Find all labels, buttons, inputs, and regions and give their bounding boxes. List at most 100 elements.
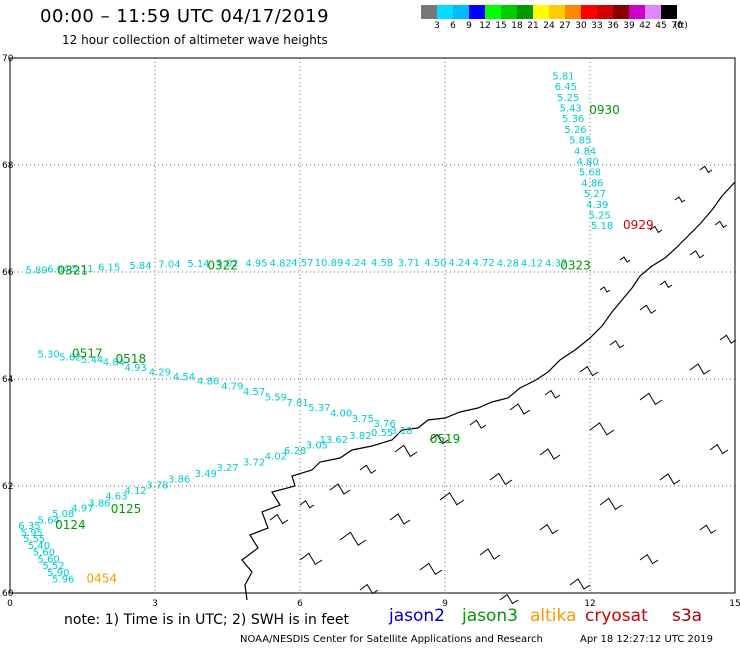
y-tick-label: 64 — [2, 375, 14, 385]
wave-height-value: 3.49 — [195, 469, 217, 480]
island-outline — [659, 473, 681, 485]
island-outline — [359, 464, 377, 474]
wave-height-value: 3.72 — [243, 458, 265, 469]
wave-height-value: 4.24 — [344, 258, 366, 269]
island-outline — [639, 392, 663, 406]
colorbar-bin-42 — [629, 5, 645, 19]
colorbar-label: 36 — [607, 21, 619, 31]
page-subtitle: 12 hour collection of altimeter wave hei… — [62, 33, 328, 47]
wave-height-value: 4.80 — [576, 157, 598, 168]
wave-height-value: 5.26 — [564, 125, 586, 136]
island-outline — [569, 578, 591, 590]
wave-height-value: 4.00 — [330, 408, 352, 419]
pass-time-label: 0322 — [207, 258, 238, 272]
colorbar-label: 33 — [591, 21, 603, 31]
wave-height-value: 5.60 — [33, 548, 55, 559]
colorbar-label: 3 — [434, 21, 440, 31]
island-outline — [714, 220, 728, 229]
x-tick-label: 6 — [297, 599, 303, 609]
wave-height-value: 4.93 — [125, 363, 147, 374]
wave-height-value: 6.28 — [284, 446, 306, 457]
pass-time-label: 0930 — [589, 103, 620, 117]
island-outline — [339, 531, 367, 546]
credit-line: NOAA/NESDIS Center for Satellite Applica… — [240, 634, 543, 645]
wave-height-value: 7.81 — [286, 398, 308, 409]
wave-height-value: 3.71 — [398, 258, 420, 269]
colorbar-label: 45 — [655, 21, 667, 31]
wave-height-value: 5.30 — [38, 350, 60, 361]
island-outline — [329, 483, 351, 495]
wave-height-value: 5.52 — [42, 561, 64, 572]
island-outline — [359, 583, 379, 595]
island-outline — [599, 286, 611, 293]
colorbar-label: 21 — [527, 21, 539, 31]
island-outline — [419, 562, 443, 576]
colorbar-unit: (ft) — [674, 21, 688, 31]
wave-height-value: 5.14 — [187, 259, 209, 270]
wave-height-value: 4.28 — [497, 259, 519, 270]
wave-height-value: 3.76 — [373, 419, 395, 430]
wave-height-value: 4.12 — [125, 486, 147, 497]
island-outline — [659, 280, 673, 289]
wave-height-value: 4.50 — [424, 258, 446, 269]
island-outline — [639, 553, 659, 565]
wave-height-value: 4.02 — [265, 451, 287, 462]
colorbar-label: 15 — [495, 21, 507, 31]
wave-height-value: 6.45 — [555, 82, 577, 93]
wave-height-value: 4.24 — [448, 258, 470, 269]
pass-time-label: 0124 — [55, 518, 86, 532]
wave-height-value: 5.02 — [216, 259, 238, 270]
wave-height-value: 5.18 — [591, 221, 613, 232]
y-tick-label: 68 — [2, 161, 14, 171]
wave-height-value: 3.75 — [352, 414, 374, 425]
colorbar-label: 70 — [671, 21, 683, 31]
island-outline — [439, 492, 465, 506]
island-outline — [429, 433, 449, 445]
y-tick-label: 66 — [2, 268, 14, 278]
island-outline — [539, 523, 559, 535]
island-outline — [499, 593, 519, 605]
pass-time-label: 0519 — [430, 432, 461, 446]
wave-height-value: 4.72 — [473, 258, 495, 269]
colorbar-bin-27 — [549, 5, 565, 19]
wave-height-value: 5.64 — [38, 515, 60, 526]
colorbar-bin-18 — [501, 5, 517, 19]
wave-height-value: 5.84 — [129, 261, 151, 272]
island-outline — [639, 304, 657, 314]
wave-height-value: 5.85 — [569, 136, 591, 147]
wave-height-value: 5.25 — [557, 93, 579, 104]
colorbar-bin-70 — [661, 5, 677, 19]
island-outline — [544, 389, 561, 399]
island-outline — [509, 403, 531, 415]
island-outline — [269, 513, 289, 525]
colorbar-label: 42 — [639, 21, 651, 31]
wave-height-value: 4.57 — [291, 258, 313, 269]
wave-height-value: 5.59 — [265, 392, 287, 403]
colorbar-label: 39 — [623, 21, 635, 31]
wave-height-value: 5.55 — [23, 534, 45, 545]
wave-height-value: 6.15 — [98, 262, 120, 273]
island-outline — [489, 472, 513, 486]
colorbar-label: 9 — [466, 21, 472, 31]
colorbar-bin-21 — [517, 5, 533, 19]
y-tick-label: 60 — [2, 589, 14, 599]
wave-height-value: 3.18 — [390, 426, 412, 437]
island-outline — [699, 524, 717, 534]
island-outline — [699, 165, 713, 174]
wave-height-value: 4.84 — [103, 358, 125, 369]
colorbar-bin-15 — [485, 5, 501, 19]
colorbar-bin-3 — [421, 5, 437, 19]
coastline — [241, 181, 736, 601]
wave-height-value: 5.37 — [308, 403, 330, 414]
generated-timestamp: Apr 18 12:27:12 UTC 2019 — [580, 634, 713, 645]
page-title: 00:00 – 11:59 UTC 04/17/2019 — [40, 6, 330, 27]
pass-time-label: 0323 — [560, 258, 591, 272]
colorbar-bin-30 — [565, 5, 581, 19]
wave-height-value: 4.63 — [105, 491, 127, 502]
wave-height-value: 4.29 — [149, 367, 171, 378]
wave-height-value: 4.86 — [197, 376, 219, 387]
island-outline — [479, 548, 501, 560]
pass-time-label: 0929 — [623, 218, 654, 232]
island-outline — [394, 444, 418, 458]
